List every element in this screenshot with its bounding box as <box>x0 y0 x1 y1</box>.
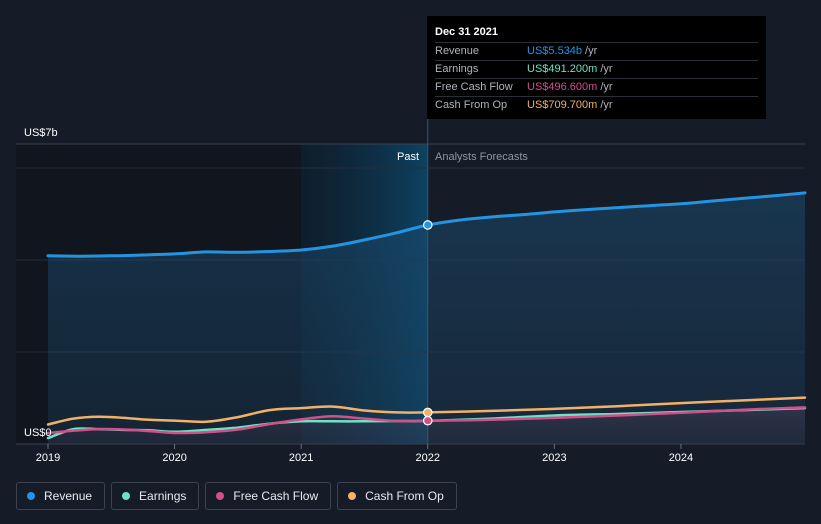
tooltip-row-label: Cash From Op <box>435 99 508 111</box>
cash-from-op-marker <box>422 407 433 418</box>
tooltip-row: Cash From Op US$709.700m/yr <box>435 97 758 114</box>
legend-dot-icon <box>348 492 357 500</box>
tooltip-row: Revenue US$5.534b/yr <box>435 43 758 61</box>
tooltip-row: Free Cash Flow US$496.600m/yr <box>435 79 758 97</box>
legend-label: Free Cash Flow <box>233 489 319 503</box>
legend-item-revenue[interactable]: Revenue <box>16 482 106 510</box>
legend-item-free-cash-flow[interactable]: Free Cash Flow <box>205 482 332 510</box>
free-cash-flow-marker <box>422 415 433 426</box>
hover-tooltip: Dec 31 2021 Revenue US$5.534b/yr Earnings U… <box>427 16 766 119</box>
legend-label: Revenue <box>44 489 93 503</box>
x-tick-label: 2021 <box>289 452 313 464</box>
y-axis-top-label: US$7b <box>24 127 58 139</box>
legend-dot-icon <box>122 492 131 500</box>
chart-legend: Revenue Earnings Free Cash Flow Cash From O… <box>16 482 457 510</box>
free-cash-flow-line <box>46 406 807 435</box>
legend-dot-icon <box>27 492 35 500</box>
legend-label: Cash From Op <box>365 489 444 503</box>
highlight-markers <box>422 220 433 426</box>
y-axis-bottom-label: US$0 <box>24 427 52 439</box>
cash-from-op-line <box>46 396 807 426</box>
revenue-area <box>48 192 805 444</box>
x-tick-label: 2024 <box>669 452 693 464</box>
x-tick-label: 2022 <box>416 452 440 464</box>
tooltip-row-unit: /yr <box>600 99 613 111</box>
tooltip-row-unit: /yr <box>600 81 613 93</box>
tooltip-date: Dec 31 2021 <box>435 25 758 43</box>
earnings-revenue-chart: 2019 2020 2021 2022 2023 2024 US$7b US$0 Past… <box>16 118 807 464</box>
tooltip-row-unit: /yr <box>600 63 613 75</box>
tooltip-row-value: US$496.600m <box>527 81 598 93</box>
legend-item-cash-from-op[interactable]: Cash From Op <box>337 482 457 510</box>
x-tick-label: 2019 <box>36 452 60 464</box>
tooltip-row-label: Earnings <box>435 63 479 75</box>
tooltip-row-value: US$5.534b <box>527 45 583 57</box>
tooltip-row-label: Free Cash Flow <box>435 81 513 93</box>
x-tick-label: 2020 <box>162 452 186 464</box>
legend-label: Earnings <box>139 489 187 503</box>
legend-dot-icon <box>216 492 225 500</box>
tooltip-row-label: Revenue <box>435 45 480 57</box>
tooltip-rows: Revenue US$5.534b/yr Earnings US$491.200m/y… <box>435 43 758 114</box>
tooltip-row-value: US$709.700m <box>527 99 598 111</box>
legend-item-earnings[interactable]: Earnings <box>111 482 200 510</box>
forecast-label: Analysts Forecasts <box>435 151 528 163</box>
past-label: Past <box>397 151 419 163</box>
tooltip-row-value: US$491.200m <box>527 63 598 75</box>
revenue-marker <box>422 220 433 230</box>
tooltip-row: Earnings US$491.200m/yr <box>435 61 758 79</box>
x-tick-label: 2023 <box>542 452 566 464</box>
x-axis-ticks: 2019 2020 2021 2022 2023 2024 <box>36 444 693 464</box>
tooltip-row-unit: /yr <box>585 45 598 57</box>
